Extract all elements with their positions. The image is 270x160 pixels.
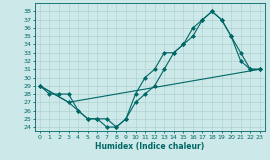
X-axis label: Humidex (Indice chaleur): Humidex (Indice chaleur) (95, 142, 204, 152)
